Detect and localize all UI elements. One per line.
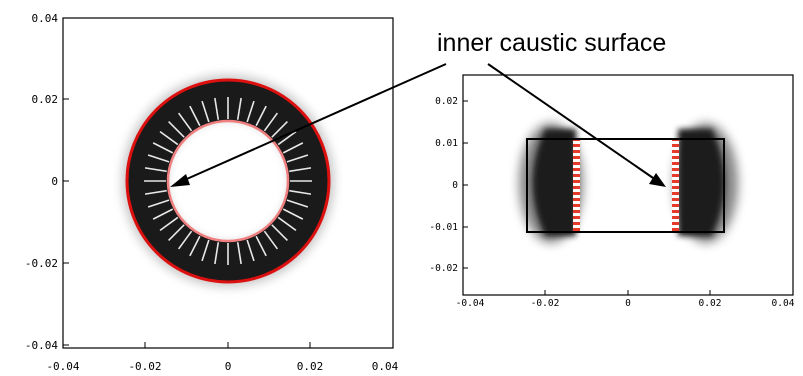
right-x-tick-label: 0.02	[699, 298, 722, 309]
radial-spoke	[168, 121, 185, 138]
annotation-backdrop	[425, 18, 725, 62]
right-x-tick-label: 0.04	[772, 298, 795, 309]
radial-spoke	[147, 199, 170, 208]
left-y-tick-label: 0	[51, 175, 58, 188]
right-x-tick-label: -0.04	[456, 298, 485, 309]
radial-spoke	[159, 216, 179, 232]
left-axis-ticks	[62, 17, 394, 348]
left-y-tick-label: 0.04	[32, 12, 59, 25]
inner-caustic-ring	[166, 119, 290, 243]
radial-spoke	[286, 154, 309, 163]
radial-spoke	[282, 208, 304, 220]
radial-spoke	[144, 189, 167, 195]
left-caustic-band	[573, 138, 580, 233]
left-y-tick-label: 0.02	[32, 93, 59, 106]
radial-spoke	[144, 167, 167, 173]
radial-spoke	[177, 230, 193, 250]
right-y-tick-label: 0.02	[435, 96, 458, 107]
radial-spoke	[236, 242, 242, 265]
radial-spoke	[289, 189, 312, 195]
radial-spoke	[152, 208, 174, 220]
right-caustic-band	[672, 138, 679, 233]
right-y-tick-label: 0	[452, 180, 458, 191]
left-x-tick-label: 0	[225, 360, 232, 373]
arrow-left-shaft	[179, 63, 447, 183]
radial-spoke	[189, 105, 201, 127]
radial-spoke	[214, 97, 220, 120]
left-x-tick-label: -0.04	[46, 360, 79, 373]
radial-spoke	[159, 130, 179, 146]
left-plot: -0.04 -0.02 0 0.02 0.04 0.04 0.02 0 -0.0…	[25, 12, 399, 373]
left-x-tick-label: -0.02	[128, 360, 161, 373]
left-plot-frame	[62, 17, 394, 349]
radial-spoke	[289, 167, 312, 173]
right-x-tick-label: -0.02	[531, 298, 560, 309]
left-x-tick-label: 0.04	[372, 360, 399, 373]
radial-spoke	[236, 97, 242, 120]
radial-spoke	[201, 239, 210, 262]
right-axis-ticks	[462, 100, 794, 295]
radial-spoke	[271, 224, 288, 241]
left-y-tick-label: -0.02	[25, 257, 58, 270]
right-shadow-lobe	[678, 129, 725, 236]
radial-spoke	[246, 100, 255, 123]
radial-spoke	[263, 112, 279, 132]
radial-spoke	[277, 216, 297, 232]
radial-spoke	[214, 242, 220, 265]
right-y-tick-label: 0.01	[435, 138, 458, 149]
arrow-left-head	[170, 174, 190, 187]
radial-spoke	[177, 112, 193, 132]
outer-caustic-ring	[125, 78, 331, 284]
left-x-tick-label: 0.02	[297, 360, 324, 373]
radial-spoke	[147, 154, 170, 163]
radial-spoke	[152, 142, 174, 154]
right-y-tick-label: -0.02	[429, 263, 458, 274]
radial-spoke	[263, 230, 279, 250]
radial-spoke	[168, 224, 185, 241]
annotation-arrows	[170, 63, 666, 187]
radial-spoke	[246, 239, 255, 262]
annotation-label: inner caustic surface	[437, 29, 666, 57]
radial-spoke	[255, 235, 267, 257]
right-plot-frame	[462, 74, 794, 296]
radial-spoke	[277, 130, 297, 146]
left-shadow-lobe	[532, 129, 576, 236]
radial-spoke	[282, 142, 304, 154]
arrow-right-head	[649, 173, 666, 187]
radial-spokes	[144, 97, 312, 265]
radial-spoke	[255, 105, 267, 127]
radial-spoke	[189, 235, 201, 257]
radial-spoke	[201, 100, 210, 123]
radial-spoke	[271, 121, 288, 138]
radial-spoke	[286, 199, 309, 208]
right-y-tick-label: -0.01	[429, 222, 458, 233]
arrow-right-shaft	[487, 63, 657, 181]
right-x-tick-label: 0	[625, 298, 631, 309]
left-y-tick-label: -0.04	[25, 339, 58, 352]
cylinder-outline	[526, 138, 725, 233]
right-plot: -0.04 -0.02 0 0.02 0.04 0.02 0.01 0 -0.0…	[429, 74, 795, 309]
